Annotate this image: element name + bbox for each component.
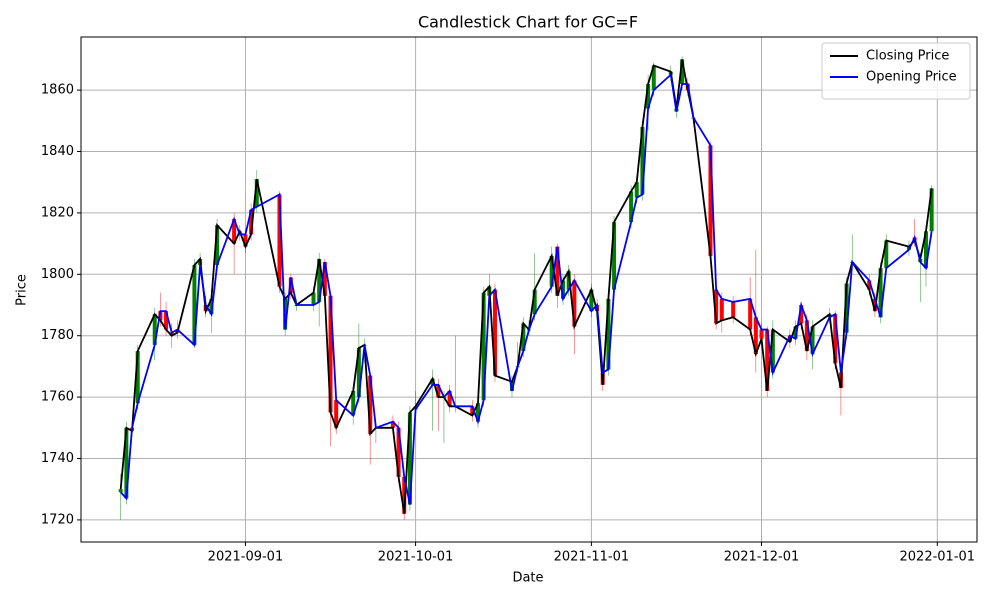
- candle-body: [249, 209, 254, 235]
- candle-body: [680, 59, 685, 84]
- candle-body: [561, 280, 566, 299]
- candle-body: [311, 292, 316, 306]
- candle-body: [334, 400, 339, 428]
- candle-body: [804, 320, 809, 352]
- y-tick-label: 1860: [41, 83, 74, 98]
- candle-body: [589, 289, 594, 312]
- candle-body: [793, 326, 798, 339]
- x-tick-label: 2022-01-01: [900, 550, 976, 565]
- x-tick-label: 2021-11-01: [554, 550, 630, 565]
- candle-body: [714, 289, 719, 324]
- candle-body: [759, 329, 764, 339]
- candle-body: [402, 476, 407, 514]
- y-axis-label: Price: [15, 274, 30, 306]
- candle-body: [192, 265, 197, 345]
- candle-body: [629, 191, 634, 223]
- plot-frame: [80, 36, 978, 543]
- candle-body: [215, 225, 220, 266]
- candle-body: [118, 489, 123, 493]
- y-tick-label: 1780: [41, 328, 74, 343]
- candle-body: [634, 182, 639, 198]
- candle-body: [521, 323, 526, 352]
- chart-title: Candlestick Chart for GC=F: [418, 13, 638, 32]
- price-line: [120, 72, 933, 505]
- candle-body: [368, 375, 373, 434]
- candle-body: [810, 326, 815, 355]
- candle-body: [356, 347, 361, 398]
- candle-body: [612, 222, 617, 290]
- x-tick-label: 2021-12-01: [724, 550, 800, 565]
- axes: 1720 1740 1760 1780 1800 1820 1840 1860 2021-09-…: [41, 83, 975, 565]
- candle-body: [447, 390, 452, 407]
- legend-label: Closing Price: [866, 49, 949, 64]
- candle-body: [243, 234, 248, 247]
- candle-body: [929, 188, 934, 232]
- x-axis-label: Date: [512, 571, 543, 586]
- candle-body: [640, 126, 645, 195]
- candle-body: [164, 311, 169, 330]
- candle-body: [787, 335, 792, 342]
- candle-body: [436, 384, 441, 398]
- candle-body: [481, 292, 486, 401]
- candle-body: [606, 298, 611, 370]
- candle-body: [317, 258, 322, 302]
- candle-body: [765, 329, 770, 391]
- candle-body: [844, 283, 849, 333]
- y-tick-label: 1820: [41, 205, 74, 220]
- candle-body: [322, 262, 327, 296]
- candle-body: [351, 390, 356, 416]
- y-tick-label: 1740: [41, 451, 74, 466]
- candle-body: [407, 412, 412, 505]
- y-tick-label: 1800: [41, 267, 74, 282]
- x-tick-label: 2021-10-01: [378, 550, 454, 565]
- candle-body: [555, 246, 560, 296]
- candle-body: [651, 65, 656, 91]
- candle-body: [135, 351, 140, 404]
- candle-body: [884, 240, 889, 269]
- candle-body: [646, 83, 651, 109]
- candle-body: [124, 427, 129, 499]
- candle-body: [254, 179, 259, 207]
- candle-body: [396, 427, 401, 477]
- x-tick-label: 2021-09-01: [208, 550, 284, 565]
- y-tick-label: 1720: [41, 512, 74, 527]
- candle-body: [753, 317, 758, 355]
- candle-body: [566, 271, 571, 290]
- candle-body: [475, 403, 480, 422]
- marks: [118, 56, 934, 520]
- legend-label: Opening Price: [866, 70, 957, 85]
- candle-body: [152, 314, 157, 345]
- legend: Closing Price Opening Price: [821, 42, 971, 100]
- y-tick-label: 1760: [41, 390, 74, 405]
- candle-body: [277, 194, 282, 287]
- candle-body: [708, 145, 713, 256]
- candle-body: [532, 289, 537, 315]
- y-tick-label: 1840: [41, 144, 74, 159]
- candle-body: [549, 255, 554, 287]
- candle-body: [748, 298, 753, 330]
- candle-body: [430, 378, 435, 385]
- candle-body: [572, 280, 577, 327]
- candle-body: [770, 329, 775, 373]
- candle-body: [923, 231, 928, 269]
- legend-box: [821, 42, 971, 100]
- candle-body: [390, 421, 395, 428]
- candle-body: [470, 406, 475, 416]
- candle-body: [878, 268, 883, 318]
- candle-body: [719, 298, 724, 321]
- candle-body: [833, 314, 838, 364]
- candle-body: [232, 219, 237, 244]
- candle-body: [731, 301, 736, 318]
- candle-body: [169, 332, 174, 336]
- candle-body: [867, 280, 872, 290]
- candle-body: [328, 295, 333, 413]
- candle-body: [799, 305, 804, 324]
- candle-body: [492, 289, 497, 376]
